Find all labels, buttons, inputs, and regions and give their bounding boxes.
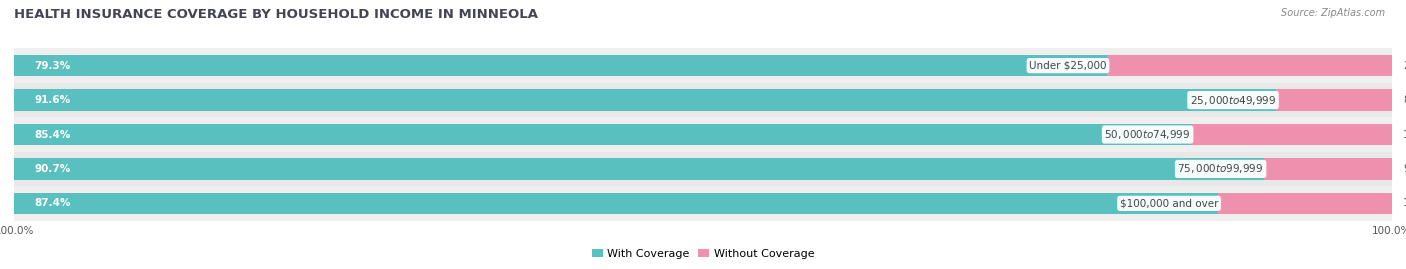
Text: 85.4%: 85.4% <box>35 129 72 140</box>
Text: 8.4%: 8.4% <box>1403 95 1406 105</box>
Bar <box>14 48 1392 83</box>
Text: Under $25,000: Under $25,000 <box>1029 61 1107 71</box>
Text: $25,000 to $49,999: $25,000 to $49,999 <box>1189 94 1277 107</box>
Bar <box>1107 55 1392 76</box>
Text: $50,000 to $74,999: $50,000 to $74,999 <box>1105 128 1191 141</box>
Legend: With Coverage, Without Coverage: With Coverage, Without Coverage <box>588 244 818 263</box>
Bar <box>14 83 1392 117</box>
Text: $75,000 to $99,999: $75,000 to $99,999 <box>1177 162 1264 175</box>
Bar <box>14 55 1107 76</box>
Bar <box>14 117 1392 152</box>
Text: 79.3%: 79.3% <box>35 61 70 71</box>
Text: 90.7%: 90.7% <box>35 164 70 174</box>
Bar <box>1191 124 1392 145</box>
Bar <box>1277 89 1392 111</box>
Bar <box>1264 158 1392 180</box>
Text: 20.7%: 20.7% <box>1403 61 1406 71</box>
Bar <box>14 89 1277 111</box>
Bar <box>14 152 1392 186</box>
Bar <box>1219 193 1392 214</box>
Text: 87.4%: 87.4% <box>35 198 72 208</box>
Bar <box>14 124 1191 145</box>
Text: $100,000 and over: $100,000 and over <box>1119 198 1219 208</box>
Bar <box>14 186 1392 221</box>
Text: 91.6%: 91.6% <box>35 95 70 105</box>
Text: HEALTH INSURANCE COVERAGE BY HOUSEHOLD INCOME IN MINNEOLA: HEALTH INSURANCE COVERAGE BY HOUSEHOLD I… <box>14 8 538 21</box>
Bar <box>14 158 1264 180</box>
Text: 14.6%: 14.6% <box>1403 129 1406 140</box>
Text: 9.3%: 9.3% <box>1403 164 1406 174</box>
Text: 12.6%: 12.6% <box>1403 198 1406 208</box>
Text: Source: ZipAtlas.com: Source: ZipAtlas.com <box>1281 8 1385 18</box>
Bar <box>14 193 1219 214</box>
